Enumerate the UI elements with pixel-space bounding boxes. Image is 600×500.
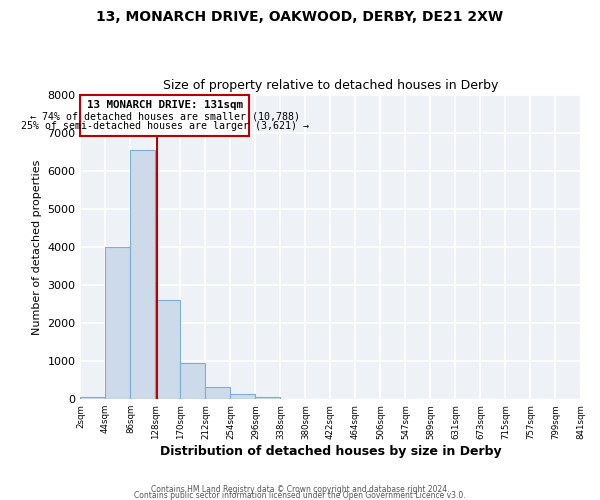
Bar bbox=[155, 300, 181, 399]
Y-axis label: Number of detached properties: Number of detached properties bbox=[32, 159, 42, 334]
Bar bbox=[205, 386, 230, 399]
Bar bbox=[256, 398, 280, 399]
Bar bbox=[181, 363, 205, 399]
Text: ← 74% of detached houses are smaller (10,788): ← 74% of detached houses are smaller (10… bbox=[30, 112, 300, 122]
Text: Contains HM Land Registry data © Crown copyright and database right 2024.: Contains HM Land Registry data © Crown c… bbox=[151, 484, 449, 494]
Text: 13, MONARCH DRIVE, OAKWOOD, DERBY, DE21 2XW: 13, MONARCH DRIVE, OAKWOOD, DERBY, DE21 … bbox=[97, 10, 503, 24]
Title: Size of property relative to detached houses in Derby: Size of property relative to detached ho… bbox=[163, 79, 498, 92]
Text: 13 MONARCH DRIVE: 131sqm: 13 MONARCH DRIVE: 131sqm bbox=[87, 100, 243, 110]
Text: Contains public sector information licensed under the Open Government Licence v3: Contains public sector information licen… bbox=[134, 490, 466, 500]
Bar bbox=[130, 150, 155, 399]
Bar bbox=[106, 247, 130, 399]
Bar bbox=[80, 398, 106, 399]
Bar bbox=[230, 394, 256, 399]
Bar bbox=[80, 96, 250, 136]
Text: 25% of semi-detached houses are larger (3,621) →: 25% of semi-detached houses are larger (… bbox=[21, 121, 309, 131]
X-axis label: Distribution of detached houses by size in Derby: Distribution of detached houses by size … bbox=[160, 444, 501, 458]
